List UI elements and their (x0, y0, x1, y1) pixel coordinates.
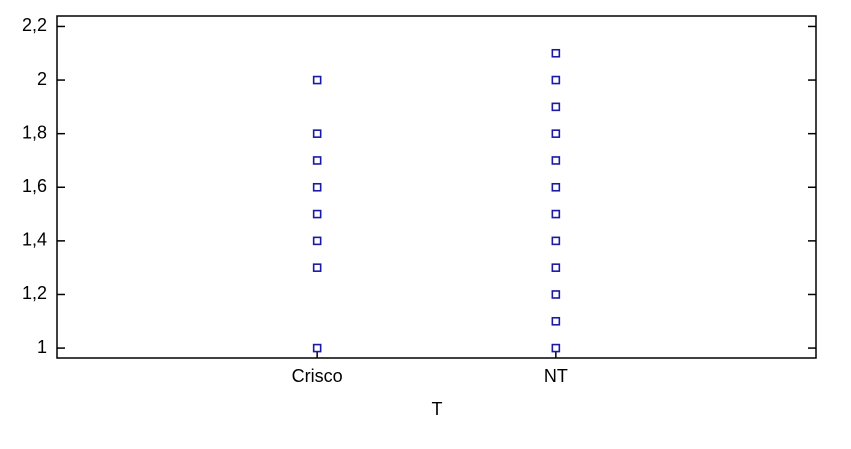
point (312, 129, 322, 138)
point (551, 156, 561, 165)
point (551, 209, 561, 219)
y-tick-label: 1,6 (22, 176, 47, 196)
point (551, 236, 561, 246)
y-tick-label: 2 (37, 69, 47, 89)
point (551, 263, 561, 272)
y-tick-label: 1 (37, 337, 47, 357)
x-axis-label: T (432, 399, 443, 419)
x-tick-label: NT (544, 366, 568, 386)
y-tick-label: 1,4 (22, 230, 47, 250)
point (312, 263, 322, 272)
y-tick-label: 1,8 (22, 122, 47, 142)
point (312, 343, 322, 353)
point (551, 182, 561, 192)
point (551, 75, 561, 85)
point (551, 129, 561, 138)
x-tick-label: Crisco (292, 366, 343, 386)
point (551, 102, 561, 112)
point (312, 236, 322, 246)
point (312, 182, 322, 192)
y-tick-label: 1,2 (22, 283, 47, 303)
point (551, 316, 561, 326)
plot-frame (56, 15, 817, 359)
y-tick-label: 2,2 (22, 15, 47, 35)
point (312, 156, 322, 165)
point (312, 75, 322, 85)
point (551, 48, 561, 58)
point (551, 343, 561, 353)
point (312, 209, 322, 219)
point (551, 290, 561, 299)
